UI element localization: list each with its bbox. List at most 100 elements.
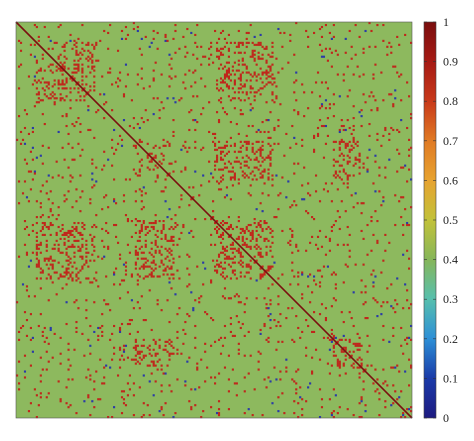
heatmap-cell-high — [328, 107, 331, 110]
heatmap-cell-high — [297, 162, 300, 165]
heatmap-cell-high — [152, 79, 155, 82]
heatmap-cell-high — [113, 152, 116, 155]
heatmap-cell-high — [164, 186, 167, 189]
heatmap-cell-low — [259, 332, 262, 335]
heatmap-cell-high — [320, 81, 324, 84]
heatmap-cell-high — [103, 117, 106, 120]
heatmap-cell-high — [330, 200, 333, 203]
heatmap-cell-high — [196, 121, 199, 124]
heatmap-cell-high — [134, 267, 137, 270]
heatmap-cell-high — [182, 225, 185, 229]
heatmap-cell-high — [229, 176, 232, 179]
heatmap-cell-high — [223, 146, 227, 149]
heatmap-cell-high — [358, 75, 361, 78]
heatmap-cell-high — [295, 245, 298, 248]
heatmap-cell-high — [122, 398, 126, 401]
heatmap-cell-high — [176, 352, 179, 355]
heatmap-cell-low — [285, 358, 288, 361]
heatmap-cell-high — [172, 235, 175, 238]
heatmap-cell-high — [160, 229, 163, 233]
heatmap-cell-high — [146, 225, 149, 229]
heatmap-cell-high — [120, 396, 124, 399]
heatmap-cell-high — [330, 225, 333, 229]
heatmap-cell-high — [259, 67, 262, 70]
heatmap-cell-high — [318, 43, 322, 46]
heatmap-cell-high — [144, 192, 147, 195]
heatmap-cell-high — [247, 271, 250, 274]
heatmap-cell-high — [57, 83, 60, 86]
heatmap-cell-high — [35, 277, 38, 280]
heatmap-cell-high — [162, 190, 165, 193]
heatmap-cell-high — [390, 45, 393, 48]
heatmap-cell-high — [140, 295, 143, 298]
heatmap-cell-high — [253, 53, 256, 56]
heatmap-cell-high — [200, 358, 203, 361]
heatmap-cell-high — [126, 73, 130, 76]
heatmap-cell-low — [398, 396, 401, 399]
heatmap-cell-high — [83, 95, 86, 98]
heatmap-cell-high — [392, 366, 395, 369]
heatmap-cell-high — [221, 237, 225, 240]
heatmap-cell-high — [81, 83, 84, 86]
heatmap-cell-high — [328, 237, 331, 240]
heatmap-cell-high — [49, 97, 52, 100]
heatmap-cell-high — [59, 69, 62, 72]
heatmap-cell-high — [301, 184, 304, 187]
heatmap-cell-high — [71, 378, 74, 381]
heatmap-cell-high — [122, 348, 126, 351]
heatmap-cell-high — [77, 53, 80, 56]
heatmap-cell-high — [307, 192, 310, 195]
heatmap-cell-high — [176, 336, 179, 339]
heatmap-cell-high — [63, 45, 66, 48]
heatmap-cell-high — [396, 303, 399, 306]
heatmap-cell-high — [77, 67, 80, 70]
heatmap-cell-high — [265, 83, 268, 86]
heatmap-cell-high — [35, 251, 38, 254]
heatmap-cell-high — [79, 255, 82, 258]
heatmap-cell-low — [394, 366, 397, 369]
heatmap-cell-high — [142, 414, 145, 417]
heatmap-cell-high — [396, 398, 399, 401]
heatmap-cell-high — [192, 71, 195, 74]
heatmap-cell-high — [144, 225, 147, 229]
heatmap-cell-high — [392, 334, 395, 337]
heatmap-cell-high — [65, 322, 68, 326]
heatmap-cell-low — [142, 374, 145, 377]
heatmap-cell-high — [233, 295, 236, 298]
heatmap-cell-high — [368, 122, 371, 126]
heatmap-cell-high — [303, 166, 306, 169]
heatmap-cell-high — [235, 156, 238, 159]
heatmap-cell-low — [225, 194, 229, 197]
heatmap-cell-high — [89, 352, 92, 355]
heatmap-cell-high — [255, 297, 258, 300]
heatmap-cell-high — [320, 275, 324, 278]
heatmap-cell-high — [348, 338, 351, 341]
heatmap-cell-high — [27, 410, 31, 413]
heatmap-cell-high — [217, 338, 221, 341]
heatmap-cell-high — [358, 416, 361, 419]
heatmap-cell-high — [295, 79, 298, 82]
heatmap-cell-high — [97, 109, 100, 112]
heatmap-cell-high — [182, 144, 185, 147]
heatmap-cell-high — [95, 43, 98, 46]
heatmap-cell-high — [332, 148, 335, 151]
heatmap-cell-high — [61, 233, 64, 236]
heatmap-cell-high — [277, 194, 280, 197]
heatmap-cell-high — [150, 152, 153, 155]
heatmap-cell-high — [249, 267, 252, 270]
heatmap-cell-high — [229, 233, 232, 236]
heatmap-cell-high — [261, 160, 264, 163]
heatmap-cell-high — [257, 73, 260, 76]
heatmap-cell-low — [334, 394, 337, 397]
heatmap-cell-high — [71, 265, 74, 268]
heatmap-cell-high — [214, 168, 217, 171]
heatmap-cell-high — [384, 166, 387, 169]
heatmap-cell-low — [269, 380, 272, 383]
heatmap-cell-high — [322, 265, 326, 268]
heatmap-cell-high — [307, 182, 310, 185]
heatmap-cell-high — [271, 255, 274, 258]
heatmap-cell-high — [354, 23, 357, 27]
heatmap-cell-high — [91, 253, 94, 256]
heatmap-cell-high — [136, 25, 139, 29]
heatmap-cell-high — [37, 35, 40, 38]
